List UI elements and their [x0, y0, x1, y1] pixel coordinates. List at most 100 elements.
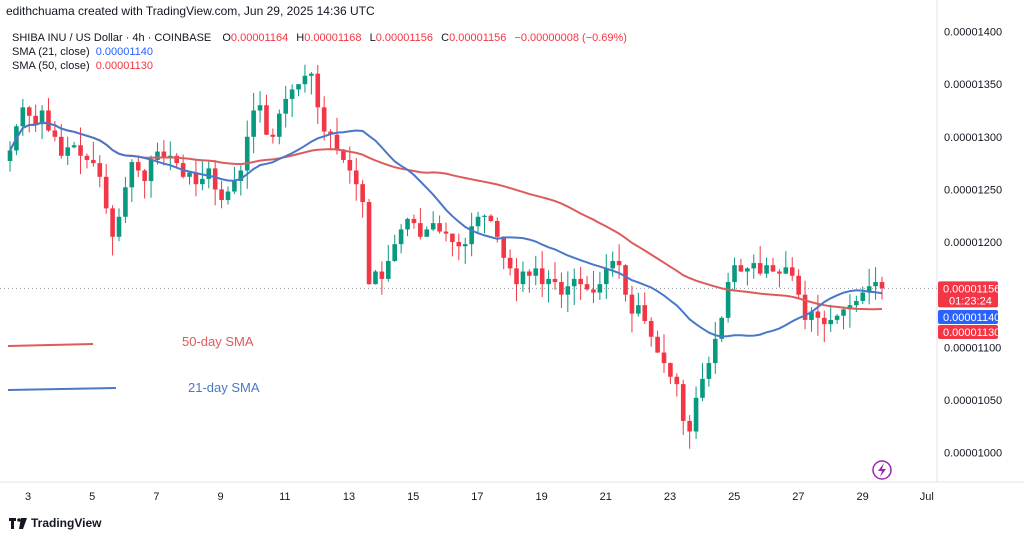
lightning-icon[interactable]: [872, 460, 892, 480]
candle: [71, 141, 77, 149]
candle: [379, 261, 385, 295]
candle: [84, 153, 90, 169]
time-tick-label: 15: [407, 491, 419, 503]
candle: [546, 270, 551, 303]
candle: [873, 267, 878, 300]
candle: [623, 264, 628, 302]
high-value: 0.00001168: [304, 32, 362, 44]
candle: [642, 292, 648, 325]
candle: [148, 155, 154, 198]
candle: [777, 269, 782, 288]
symbol-label[interactable]: SHIBA INU / US Dollar · 4h · COINBASE: [12, 32, 212, 44]
candle: [475, 211, 481, 234]
candle: [123, 176, 128, 224]
sma21-legend-label: SMA (21, close): [12, 46, 90, 58]
candle: [789, 257, 795, 282]
candle: [321, 96, 327, 141]
candle: [411, 214, 417, 229]
sma50-line: [9, 121, 883, 311]
candle: [97, 155, 103, 188]
close-label: C: [441, 32, 450, 44]
candle: [847, 294, 853, 328]
candle: [764, 257, 769, 278]
candle: [636, 292, 641, 317]
sma50-tag-text: 0.00001130: [943, 327, 1000, 339]
candle: [693, 386, 699, 439]
candle: [103, 164, 109, 214]
price-axis-labels: 0.00001400 0.00001350 0.00001300 0.00001250…: [944, 27, 1002, 460]
candle: [315, 65, 321, 124]
candle: [276, 109, 282, 145]
candle: [264, 94, 269, 136]
candle: [398, 224, 404, 254]
candle: [783, 251, 789, 275]
candle: [212, 160, 218, 206]
candle: [828, 304, 834, 332]
candle: [353, 157, 359, 201]
time-tick-label: Jul: [920, 491, 934, 503]
time-tick-label: 5: [89, 491, 95, 503]
price-tick-label: 0.00001300: [944, 132, 1002, 144]
candle: [860, 286, 866, 305]
countdown-tag-text: 01:23:24: [949, 295, 992, 307]
candle: [668, 362, 673, 385]
time-tick-label: 27: [792, 491, 804, 503]
open-label: O: [222, 32, 231, 44]
candle: [706, 356, 712, 387]
candle: [488, 214, 494, 223]
candle: [110, 205, 115, 256]
candle: [251, 92, 256, 154]
time-tick-label: 17: [471, 491, 483, 503]
candle: [78, 127, 83, 175]
candle: [270, 128, 276, 144]
candle: [257, 91, 263, 123]
price-tag-sma21: 0.00001140: [938, 310, 1000, 324]
candle: [687, 415, 692, 449]
candle: [462, 237, 468, 264]
candle: [469, 212, 474, 257]
tradingview-logo-icon: [9, 517, 27, 529]
candle: [770, 257, 776, 273]
price-tick-label: 0.00001250: [944, 184, 1002, 196]
candle: [841, 306, 846, 330]
candle: [482, 214, 487, 234]
candle: [58, 124, 64, 159]
candle: [712, 321, 718, 374]
candle: [135, 155, 141, 178]
candle: [309, 71, 314, 95]
candle: [200, 160, 205, 191]
time-axis-labels: 3 5 7 9 11 13 15 17 19 21 23 25 27 29 Jul: [25, 491, 934, 503]
sma50-legend-row[interactable]: SMA (50, close) 0.00001130: [12, 59, 632, 73]
candle: [206, 160, 212, 189]
price-tick-label: 0.00001350: [944, 79, 1002, 91]
price-tick-label: 0.00001100: [944, 342, 1001, 354]
candle: [289, 84, 295, 118]
time-tick-label: 25: [728, 491, 740, 503]
candle: [539, 251, 545, 297]
high-label: H: [296, 32, 305, 44]
candle: [584, 275, 590, 291]
brand[interactable]: TradingView: [9, 516, 101, 530]
candle: [424, 226, 430, 237]
candle: [565, 271, 571, 313]
candle: [501, 236, 507, 270]
sma21-legend-value: 0.00001140: [95, 46, 154, 58]
price-tag-sma50: 0.00001130: [938, 325, 1000, 339]
time-tick-label: 21: [600, 491, 612, 503]
sma21-annotation-line: [7, 387, 117, 391]
candle: [7, 141, 13, 172]
candle: [116, 208, 122, 242]
open-value: 0.00001164: [230, 32, 289, 44]
sma21-line: [9, 121, 883, 338]
candle: [571, 268, 577, 306]
candle: [46, 98, 51, 132]
candle: [603, 254, 609, 299]
candle: [443, 222, 449, 242]
candle: [91, 141, 96, 167]
candle: [597, 271, 603, 300]
candle: [591, 270, 596, 304]
sma21-legend-row[interactable]: SMA (21, close) 0.00001140: [12, 45, 632, 59]
candle: [405, 217, 410, 237]
